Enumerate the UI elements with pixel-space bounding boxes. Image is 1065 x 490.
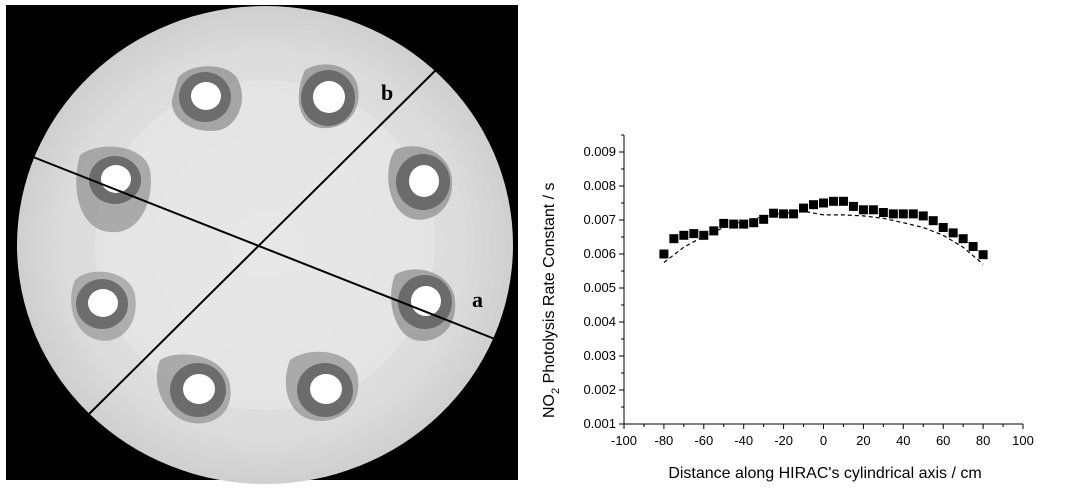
x-ticks: -100 -80 -60 -40 -20 0 20 40 60 80 100 [611,424,1034,448]
lamp-spot [71,271,136,341]
lamp-spot [388,146,453,220]
data-point [679,230,689,240]
x-tick-label: -20 [774,433,793,448]
data-point [719,218,729,228]
data-point [689,229,699,239]
label-b: b [381,80,393,105]
data-point [958,234,968,244]
data-point [789,209,799,219]
y-tick-label: 0.004 [583,314,616,329]
data-point [729,219,739,229]
x-tick-label: 60 [936,433,950,448]
x-tick-label: 40 [896,433,910,448]
data-point [828,196,838,206]
y-tick-label: 0.002 [583,382,616,397]
data-point [918,211,928,221]
data-point [878,208,888,218]
y-axis-label: NO2 Photolysis Rate Constant / s [541,182,562,418]
data-point [848,201,858,211]
y-axis-label-subscript: 2 [550,388,562,394]
lamp-spot [298,64,359,129]
data-point [699,230,709,240]
data-point [868,205,878,215]
lamp-spots [71,64,456,424]
x-tick-label: -100 [611,433,637,448]
data-point [809,200,819,210]
dashed-curve-line [663,210,984,265]
chart-axes [623,135,1023,425]
data-point [739,219,749,229]
x-tick-label: 0 [820,433,827,448]
data-point [858,205,868,215]
x-tick-label: 80 [976,433,990,448]
data-point [888,209,898,219]
data-point [759,214,769,224]
y-tick-label: 0.008 [583,178,616,193]
x-tick-label: -60 [694,433,713,448]
lamp-spot [156,354,231,424]
y-axis-label-group: NO2 Photolysis Rate Constant / s [541,182,562,418]
chart-svg: -100 -80 -60 -40 -20 0 20 40 60 80 100 0.0010.0020… [541,134,1034,482]
lamp-spot [171,66,242,131]
data-point [799,203,809,213]
data-point [749,218,759,228]
x-tick-label: 100 [1012,433,1034,448]
data-point [769,208,779,218]
data-point [779,209,789,219]
data-point [669,234,679,244]
cross-section-figure: a b [0,0,525,485]
data-point [838,196,848,206]
square-points-series [659,196,988,260]
y-tick-label: 0.005 [583,280,616,295]
photolysis-chart: -100 -80 -60 -40 -20 0 20 40 60 80 100 0.001 0.002 0… [525,0,1065,485]
x-tick-label: 20 [856,433,870,448]
lamp-spot [391,269,456,341]
line-b [84,57,449,419]
data-point [709,226,719,236]
y-axis-label-main: NO [541,394,558,418]
y-ticks: 0.001 0.002 0.003 0.004 0.005 0.006 0.007 0.008… [583,134,624,431]
y-tick-label: 0.007 [583,212,616,227]
data-point [819,198,828,208]
label-a: a [472,287,483,312]
y-axis-label-rest: Photolysis Rate Constant / s [541,182,558,387]
dashed-curve-series [663,210,984,265]
y-tick-label: 0.001 [583,416,616,431]
data-point [968,242,978,252]
line-a [27,154,506,344]
y-tick-label: 0.003 [583,348,616,363]
data-point [948,228,958,238]
data-point [938,222,948,232]
x-tick-label: -40 [734,433,753,448]
y-tick-label: 0.006 [583,246,616,261]
x-tick-label: -80 [655,433,674,448]
cross-section-svg: a b [0,0,525,485]
data-point [659,249,669,259]
y-tick-label: 0.009 [583,144,616,159]
data-point [928,216,938,226]
data-point [978,250,988,260]
data-point [898,209,908,219]
lamp-spot [285,351,359,421]
data-point [908,209,918,219]
x-axis-label: Distance along HIRAC's cylindrical axis … [668,465,981,482]
